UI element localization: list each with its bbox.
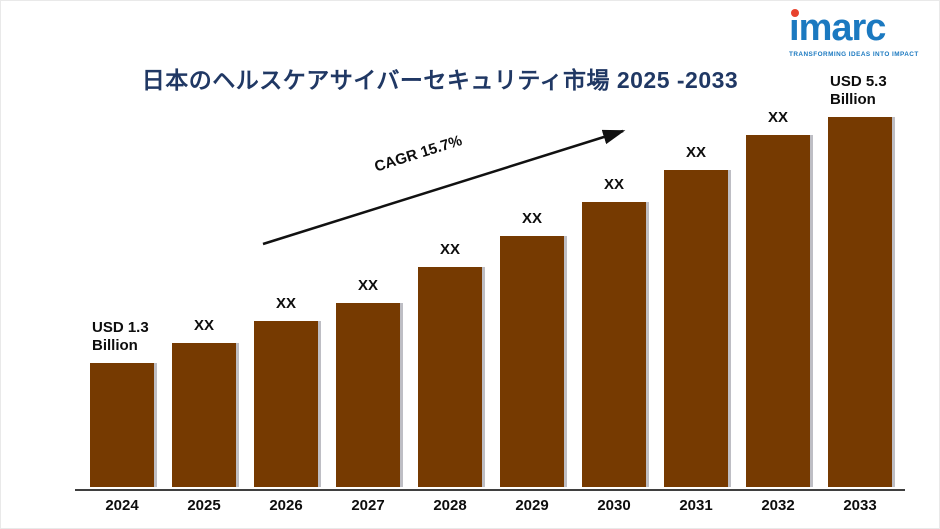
x-axis-label-2032: 2032 [761,497,795,514]
chart-title: 日本のヘルスケアサイバーセキュリティ市場 2025 -2033 [141,67,739,93]
bar-value-label-2033: USD 5.3 Billion [830,72,887,109]
bar-column-2033: USD 5.3 Billion [827,72,893,487]
bar-series: USD 1.3 Billion XX XX XX XX XX XX XX XX USD 5.3 B… [89,47,893,487]
bar-value-label-2025: XX [193,317,214,335]
bar-value-label-2029: XX [521,210,542,228]
bar-2030 [582,202,646,487]
x-axis-labels: 2024 2025 2026 2027 2028 2029 2030 2031 2032 2033 [89,497,893,514]
x-axis-label-2029: 2029 [515,497,549,514]
bar-value-label-2030: XX [603,176,624,194]
bar-2024 [90,363,154,487]
bar-2027 [336,303,400,487]
bar-value-label-2032: XX [767,109,788,127]
imarc-logo-letter-i: ı [789,7,800,49]
x-axis-label-2026: 2026 [269,497,303,514]
bar-column-2031: XX [663,144,729,487]
imarc-logo-tagline: TRANSFORMING IDEAS INTO IMPACT [789,51,919,58]
bar-column-2032: XX [745,109,811,487]
bar-column-2030: XX [581,176,647,487]
bar-value-label-2026: XX [275,295,296,313]
bar-value-label-2024: USD 1.3 Billion [92,318,149,355]
x-axis-line [75,489,905,491]
bar-column-2027: XX [335,277,401,487]
bar-column-2028: XX [417,241,483,487]
bar-value-label-2031: XX [685,144,706,162]
bar-column-2026: XX [253,295,319,487]
bar-value-label-2028: XX [439,241,460,259]
bar-column-2024: USD 1.3 Billion [89,318,155,487]
bar-2028 [418,267,482,487]
bar-2029 [500,236,564,487]
x-axis-label-2031: 2031 [679,497,713,514]
imarc-logo: ı marc TRANSFORMING IDEAS INTO IMPACT [789,9,925,58]
x-axis-label-2028: 2028 [433,497,467,514]
bar-column-2029: XX [499,210,565,487]
x-axis-label-2033: 2033 [843,497,877,514]
bar-2032 [746,135,810,487]
bar-column-2025: XX [171,317,237,487]
imarc-logo-wordmark: ı marc [789,9,925,47]
x-axis-label-2030: 2030 [597,497,631,514]
imarc-logo-letters: marc [798,7,887,49]
imarc-logo-red-dot-icon [791,9,799,17]
bar-2031 [664,170,728,487]
x-axis-label-2025: 2025 [187,497,221,514]
x-axis-label-2027: 2027 [351,497,385,514]
x-axis-label-2024: 2024 [105,497,139,514]
bar-2026 [254,321,318,487]
bar-value-label-2027: XX [357,277,378,295]
bar-2025 [172,343,236,487]
bar-2033 [828,117,892,487]
